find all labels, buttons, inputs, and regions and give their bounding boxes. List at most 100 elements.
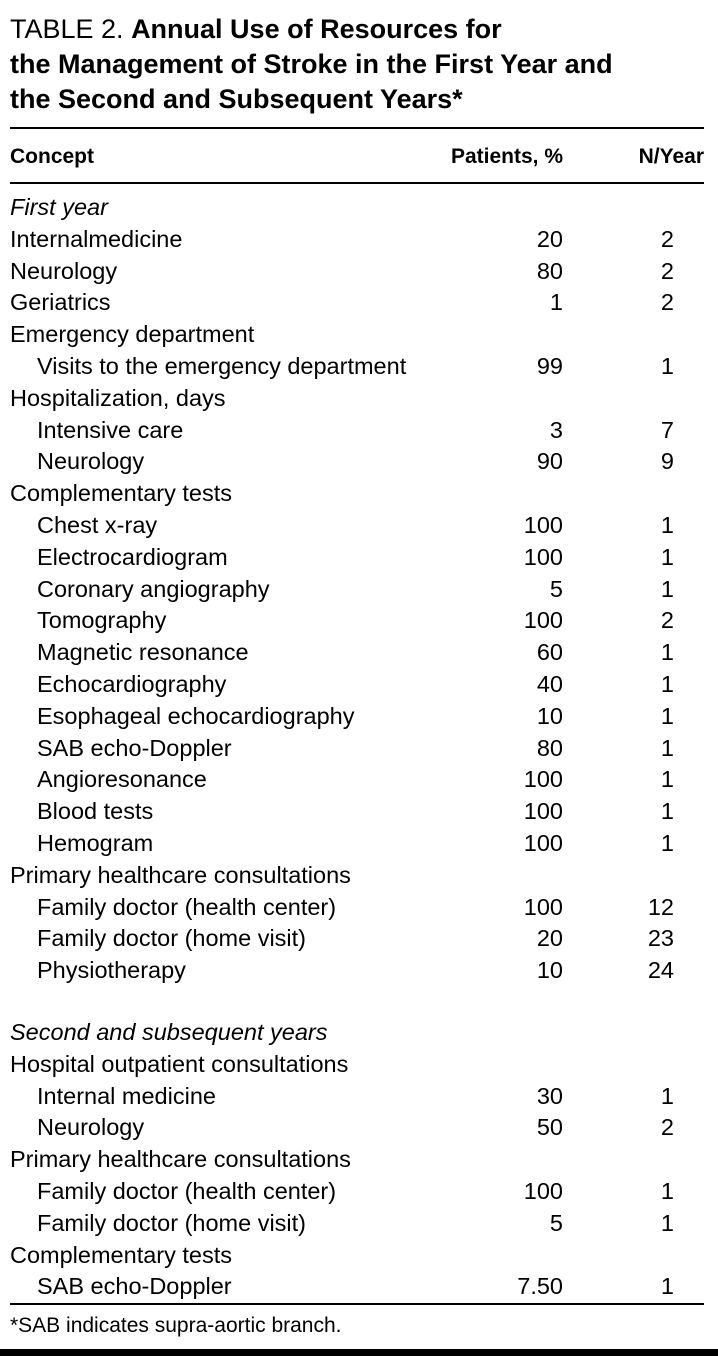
cell-nyear: 1 bbox=[660, 670, 674, 697]
cell-nyear: 2 bbox=[660, 607, 674, 634]
cell-patients: 100 bbox=[523, 543, 563, 570]
cell-patients bbox=[433, 383, 563, 415]
cell-patients: 90 bbox=[536, 448, 563, 475]
table-row: Internal medicine 30 1 bbox=[10, 1081, 704, 1113]
cell-patients bbox=[433, 192, 563, 224]
table-row: Angioresonance 100 1 bbox=[10, 764, 704, 796]
table-caption: TABLE 2. Annual Use of Resources for the… bbox=[10, 12, 704, 117]
cell-concept: Chest x-ray bbox=[37, 511, 158, 538]
cell-concept: Electrocardiogram bbox=[37, 543, 228, 570]
cell-patients: 10 bbox=[536, 702, 563, 729]
cell-nyear: 1 bbox=[660, 511, 674, 538]
table-row: Magnetic resonance 60 1 bbox=[10, 637, 704, 669]
cell-concept: Primary healthcare consultations bbox=[10, 1146, 351, 1173]
table-header-row: Concept Patients, % N/Year bbox=[10, 129, 704, 182]
cell-nyear bbox=[563, 1017, 704, 1049]
cell-nyear bbox=[563, 319, 704, 351]
cell-patients: 50 bbox=[536, 1114, 563, 1141]
cell-nyear: 1 bbox=[660, 1273, 674, 1300]
cell-nyear: 2 bbox=[660, 225, 674, 252]
cell-concept: Visits to the emergency department bbox=[37, 352, 407, 379]
cell-patients: 10 bbox=[536, 957, 563, 984]
cell-concept: SAB echo-Doppler bbox=[37, 734, 232, 761]
cell-nyear: 1 bbox=[660, 734, 674, 761]
cell-patients: 100 bbox=[523, 829, 563, 856]
table-title: Annual Use of Resources for the Manageme… bbox=[10, 14, 613, 114]
col-header-patients: Patients, % bbox=[450, 145, 563, 168]
cell-patients bbox=[433, 860, 563, 892]
cell-nyear: 2 bbox=[660, 1114, 674, 1141]
cell-nyear: 24 bbox=[647, 957, 674, 984]
cell-concept: Tomography bbox=[37, 607, 167, 634]
col-header-nyear: N/Year bbox=[638, 145, 704, 168]
cell-concept: Internal medicine bbox=[37, 1082, 216, 1109]
cell-patients: 100 bbox=[523, 893, 563, 920]
cell-patients: 100 bbox=[523, 1177, 563, 1204]
cell-patients: 5 bbox=[549, 575, 563, 602]
table-body: First year Internalmedicine 20 2 Neurology 80… bbox=[10, 184, 704, 1303]
cell-patients: 80 bbox=[536, 734, 563, 761]
table-row: Physiotherapy 10 24 bbox=[10, 955, 704, 987]
cell-patients: 7.50 bbox=[517, 1273, 563, 1300]
cell-patients bbox=[433, 478, 563, 510]
cell-patients: 30 bbox=[536, 1082, 563, 1109]
cell-concept: Second and subsequent years bbox=[10, 1018, 328, 1045]
table-row: Family doctor (health center) 100 12 bbox=[10, 892, 704, 924]
table-row: Coronary angiography 5 1 bbox=[10, 574, 704, 606]
rule-top bbox=[10, 127, 704, 129]
cell-concept: Blood tests bbox=[37, 798, 154, 825]
cell-nyear: 1 bbox=[660, 575, 674, 602]
cell-nyear: 1 bbox=[660, 543, 674, 570]
table-row: Esophageal echocardiography 10 1 bbox=[10, 701, 704, 733]
table-row: Echocardiography 40 1 bbox=[10, 669, 704, 701]
cell-nyear: 23 bbox=[647, 925, 674, 952]
cell-nyear: 7 bbox=[660, 416, 674, 443]
table-row: SAB echo-Doppler 80 1 bbox=[10, 733, 704, 765]
cell-nyear bbox=[563, 478, 704, 510]
cell-patients: 99 bbox=[536, 352, 563, 379]
table-label: TABLE 2. bbox=[10, 14, 132, 44]
cell-concept: Family doctor (home visit) bbox=[37, 925, 306, 952]
cell-patients: 1 bbox=[549, 289, 563, 316]
cell-concept: Complementary tests bbox=[10, 1241, 233, 1268]
cell-concept: Hospital outpatient consultations bbox=[10, 1050, 349, 1077]
cell-concept: Esophageal echocardiography bbox=[37, 702, 355, 729]
cell-concept: Intensive care bbox=[37, 416, 184, 443]
table-row: Family doctor (home visit) 5 1 bbox=[10, 1208, 704, 1240]
cell-concept: Echocardiography bbox=[37, 670, 227, 697]
cell-patients: 20 bbox=[536, 925, 563, 952]
table-row: Hemogram 100 1 bbox=[10, 828, 704, 860]
cell-nyear bbox=[563, 1144, 704, 1176]
table-row: Neurology 90 9 bbox=[10, 446, 704, 478]
cell-patients: 3 bbox=[549, 416, 563, 443]
cell-concept: Magnetic resonance bbox=[37, 639, 249, 666]
cell-concept: Complementary tests bbox=[10, 480, 233, 507]
table-row: Chest x-ray 100 1 bbox=[10, 510, 704, 542]
cell-patients bbox=[433, 1144, 563, 1176]
table-row: First year bbox=[10, 192, 704, 224]
cell-nyear bbox=[563, 383, 704, 415]
cell-concept: Coronary angiography bbox=[37, 575, 270, 602]
table-footnote: *SAB indicates supra-aortic branch. bbox=[10, 1314, 342, 1338]
table-row: Emergency department bbox=[10, 319, 704, 351]
cell-concept: Neurology bbox=[37, 1114, 145, 1141]
cell-patients: 100 bbox=[523, 511, 563, 538]
cell-patients: 80 bbox=[536, 257, 563, 284]
cell-nyear: 1 bbox=[660, 1082, 674, 1109]
cell-concept: Family doctor (health center) bbox=[37, 1177, 337, 1204]
cell-concept: Angioresonance bbox=[37, 766, 207, 793]
table-row: Complementary tests bbox=[10, 478, 704, 510]
cell-nyear bbox=[563, 192, 704, 224]
cell-nyear: 2 bbox=[660, 289, 674, 316]
table-row: Visits to the emergency department 99 1 bbox=[10, 351, 704, 383]
bottom-rule bbox=[0, 1349, 718, 1356]
cell-nyear: 12 bbox=[647, 893, 674, 920]
table-row: Complementary tests bbox=[10, 1240, 704, 1272]
cell-patients bbox=[433, 1240, 563, 1272]
table-row: Primary healthcare consultations bbox=[10, 1144, 704, 1176]
cell-nyear: 2 bbox=[660, 257, 674, 284]
cell-nyear: 1 bbox=[660, 798, 674, 825]
cell-concept: Family doctor (home visit) bbox=[37, 1209, 306, 1236]
cell-patients: 100 bbox=[523, 607, 563, 634]
table-row: Intensive care 3 7 bbox=[10, 415, 704, 447]
